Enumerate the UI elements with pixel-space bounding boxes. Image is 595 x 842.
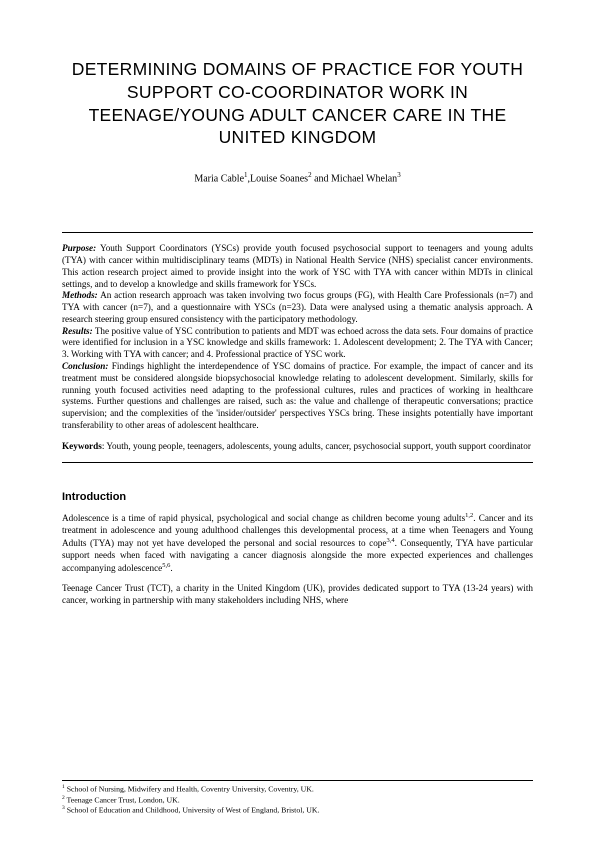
footnote-3: 3 School of Education and Childhood, Uni… [62, 805, 533, 816]
conclusion-label: Conclusion: [62, 361, 108, 371]
abstract-box: Purpose: Youth Support Coordinators (YSC… [62, 232, 533, 463]
introduction-heading: Introduction [62, 491, 533, 503]
abstract-results: Results: The positive value of YSC contr… [62, 326, 533, 361]
footnotes-block: 1 School of Nursing, Midwifery and Healt… [62, 780, 533, 816]
results-text: The positive value of YSC contribution t… [62, 326, 533, 360]
intro-paragraph-2: Teenage Cancer Trust (TCT), a charity in… [62, 583, 533, 607]
keywords-line: Keywords: Youth, young people, teenagers… [62, 441, 533, 453]
abstract-purpose: Purpose: Youth Support Coordinators (YSC… [62, 243, 533, 290]
conclusion-text: Findings highlight the interdependence o… [62, 361, 533, 430]
abstract-conclusion: Conclusion: Findings highlight the inter… [62, 361, 533, 432]
abstract-methods: Methods: An action research approach was… [62, 290, 533, 325]
methods-label: Methods: [62, 290, 98, 300]
results-label: Results: [62, 326, 93, 336]
purpose-text: Youth Support Coordinators (YSCs) provid… [62, 243, 533, 288]
paper-title: DETERMINING DOMAINS OF PRACTICE FOR YOUT… [62, 58, 533, 149]
intro-paragraph-1: Adolescence is a time of rapid physical,… [62, 512, 533, 574]
authors-line: Maria Cable1,Louise Soanes2 and Michael … [62, 171, 533, 184]
footnote-1: 1 School of Nursing, Midwifery and Healt… [62, 784, 533, 795]
keywords-label: Keywords [62, 441, 102, 451]
purpose-label: Purpose: [62, 243, 96, 253]
keywords-text: : Youth, young people, teenagers, adoles… [102, 441, 531, 451]
footnote-2: 2 Teenage Cancer Trust, London, UK. [62, 795, 533, 806]
methods-text: An action research approach was taken in… [62, 290, 533, 324]
